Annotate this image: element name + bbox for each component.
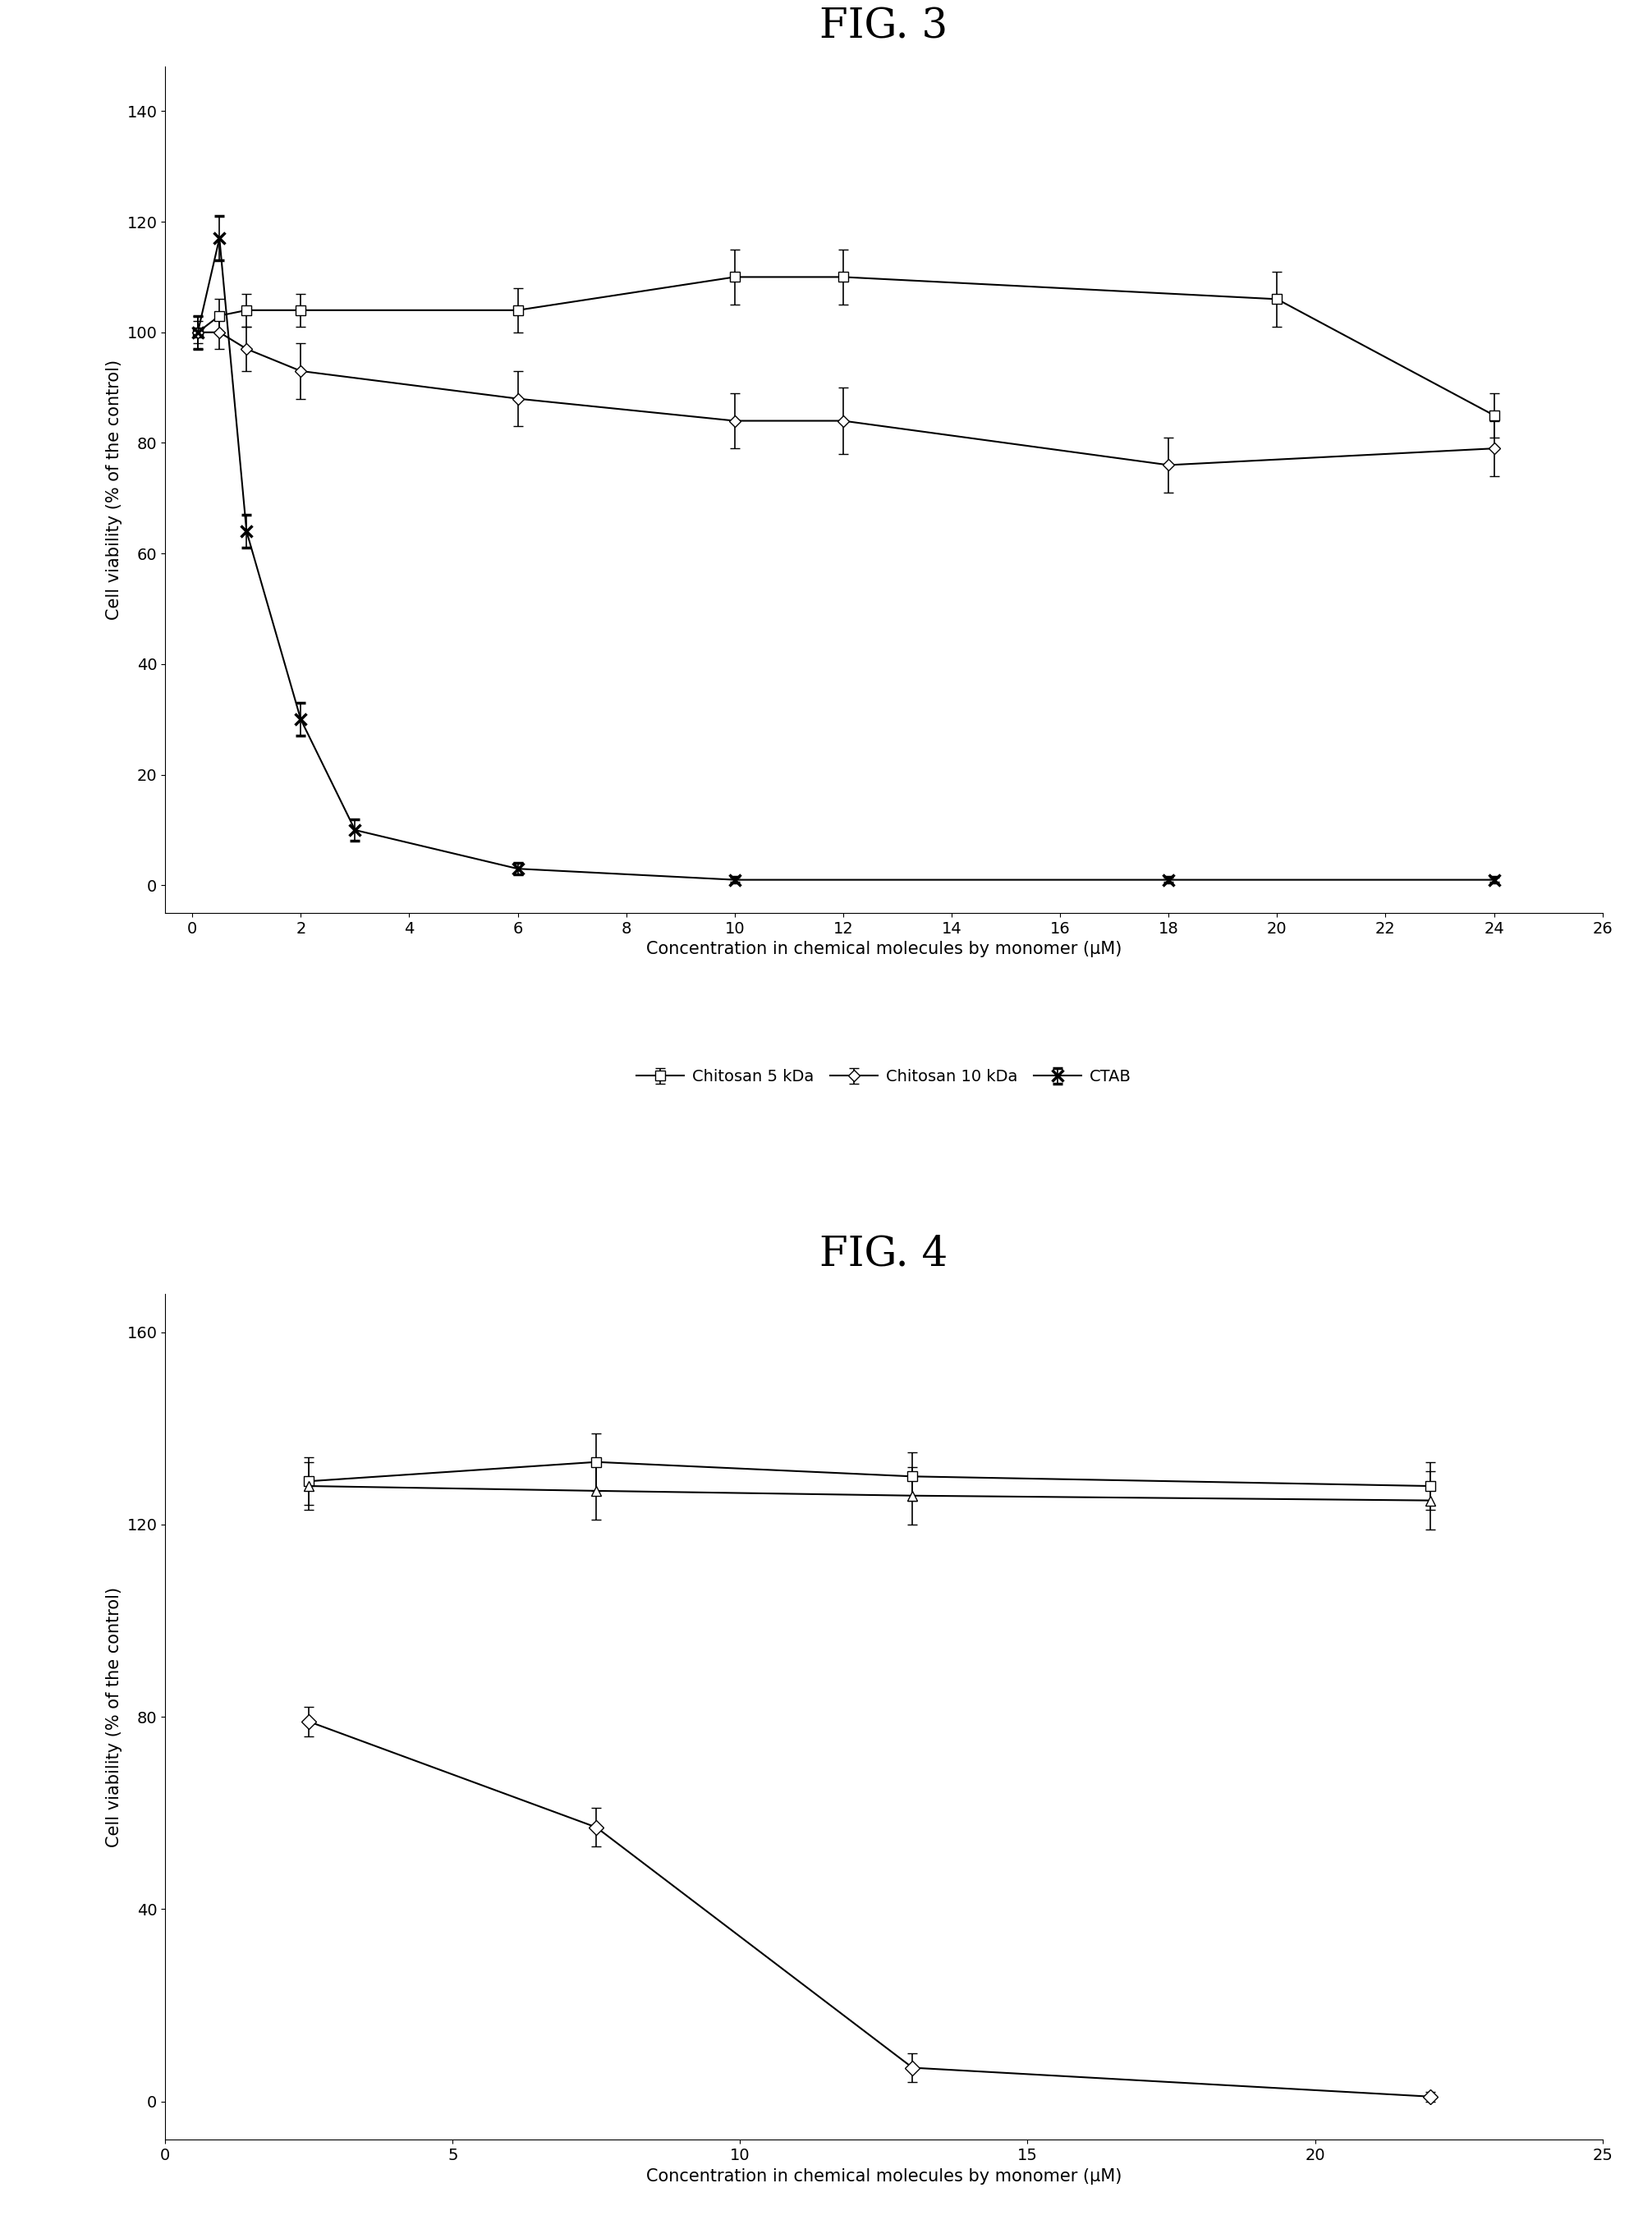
Title: FIG. 3: FIG. 3 <box>819 7 948 47</box>
Title: FIG. 4: FIG. 4 <box>819 1233 948 1275</box>
X-axis label: Concentration in chemical molecules by monomer (μM): Concentration in chemical molecules by m… <box>646 941 1122 958</box>
X-axis label: Concentration in chemical molecules by monomer (μM): Concentration in chemical molecules by m… <box>646 2169 1122 2184</box>
Y-axis label: Cell viability (% of the control): Cell viability (% of the control) <box>106 359 122 620</box>
Y-axis label: Cell viability (% of the control): Cell viability (% of the control) <box>106 1587 122 1848</box>
Legend: Chitosan 5 kDa, Chitosan 10 kDa, CTAB: Chitosan 5 kDa, Chitosan 10 kDa, CTAB <box>629 1063 1138 1092</box>
